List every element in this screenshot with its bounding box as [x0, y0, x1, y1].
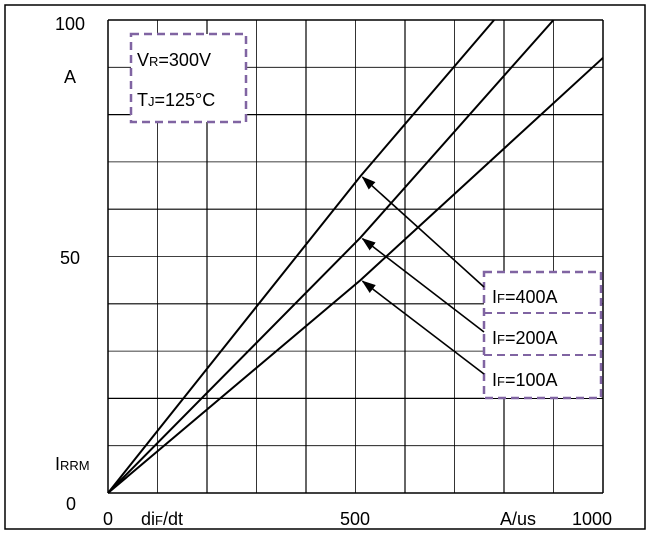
x-tick-1000: 1000 [572, 509, 612, 529]
y-tick-50: 50 [60, 248, 80, 268]
series-label-100a: IF=100A [492, 370, 558, 390]
condition-tj: TJ=125°C [137, 90, 215, 110]
x-tick-0: 0 [103, 509, 113, 529]
condition-vr: VR=300V [137, 50, 211, 70]
series-label-200a-main: I [492, 328, 497, 348]
series-label-100a-sub: F [497, 374, 505, 389]
curve-if-400a [107, 19, 495, 494]
arrow-if-200a [361, 237, 485, 333]
y-unit: A [64, 67, 76, 87]
y-axis-label-main: I [55, 454, 60, 474]
series-label-400a-main: I [492, 287, 497, 307]
frame [4, 4, 646, 530]
x-axis-label: diF/dt [141, 509, 183, 529]
x-axis-label-main: di [141, 509, 155, 529]
series-label-200a: IF=200A [492, 328, 558, 348]
x-unit: A/us [500, 509, 536, 529]
series-label-400a-sub: F [497, 291, 505, 306]
condition-vr-sub: R [149, 54, 158, 69]
y-tick-0: 0 [66, 494, 76, 514]
series-label-400a: IF=400A [492, 287, 558, 307]
conditions-box [129, 32, 248, 124]
series-label-box [482, 270, 603, 400]
curve-if-200a [107, 19, 555, 494]
series-label-200a-rest: =200A [505, 328, 558, 348]
arrow-if-100a [361, 280, 485, 375]
curve-if-100a [107, 57, 604, 494]
y-axis-label: IRRM [55, 454, 90, 474]
series-label-100a-main: I [492, 370, 497, 390]
condition-tj-rest: =125°C [155, 90, 216, 110]
condition-tj-sub: J [148, 94, 155, 109]
x-axis-label-tail: /dt [163, 509, 183, 529]
y-tick-100: 100 [55, 14, 85, 34]
grid [107, 19, 604, 494]
curves [107, 19, 604, 494]
x-axis-label-sub: F [155, 513, 163, 528]
condition-vr-rest: =300V [158, 50, 211, 70]
series-label-200a-sub: F [497, 332, 505, 347]
y-axis-label-sub: RRM [60, 458, 90, 473]
x-tick-500: 500 [340, 509, 370, 529]
arrows [361, 176, 485, 375]
series-label-400a-rest: =400A [505, 287, 558, 307]
series-label-100a-rest: =100A [505, 370, 558, 390]
condition-vr-main: V [137, 50, 149, 70]
condition-tj-main: T [137, 90, 148, 110]
arrow-if-400a [361, 176, 485, 288]
